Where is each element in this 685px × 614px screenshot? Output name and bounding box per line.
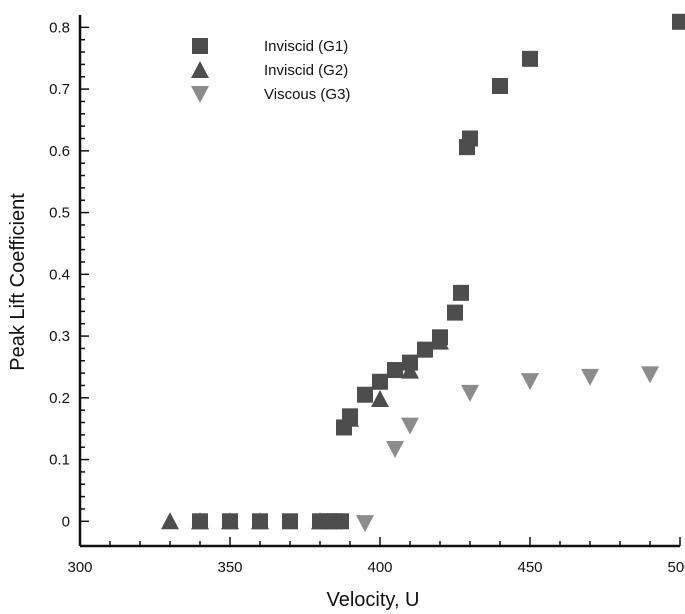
x-tick-label: 350 <box>217 559 242 576</box>
data-point <box>581 368 599 386</box>
data-point <box>417 341 433 358</box>
data-point <box>371 390 389 408</box>
axes: 300 350 400 450 500 0 0.1 0.2 0.3 0.4 0.5 0.6 0.7 0.8 <box>49 15 685 576</box>
data-point <box>522 50 538 67</box>
series-0 <box>192 13 685 530</box>
x-tick-label: 450 <box>517 559 542 576</box>
data-point <box>282 513 298 530</box>
data-point <box>521 373 539 391</box>
data-point <box>342 408 358 425</box>
data-point <box>492 78 508 95</box>
y-tick-label: 0.1 <box>49 452 70 469</box>
y-tick-label: 0.7 <box>49 81 70 98</box>
data-point <box>432 329 448 346</box>
data-point <box>252 513 268 530</box>
y-tick-label: 0.2 <box>49 390 70 407</box>
data-point <box>462 130 478 147</box>
legend-marker <box>191 61 209 78</box>
data-point <box>356 515 374 533</box>
data-point <box>402 354 418 371</box>
data-point <box>641 366 659 384</box>
data-point <box>192 513 208 530</box>
y-tick-label: 0.3 <box>49 328 70 345</box>
x-tick-label: 500 <box>667 559 685 576</box>
data-point <box>386 441 404 459</box>
data-point <box>372 373 388 390</box>
legend-marker <box>192 38 208 54</box>
x-tick-label: 300 <box>67 559 92 576</box>
x-axis-label: Velocity, U <box>327 589 420 611</box>
y-tick-label: 0.5 <box>49 205 70 222</box>
y-tick-label: 0.4 <box>49 266 70 283</box>
data-marks <box>161 13 685 533</box>
data-point <box>672 13 685 30</box>
y-axis-label: Peak Lift Coefficient <box>7 193 29 371</box>
data-point <box>222 513 238 530</box>
x-tick-label: 400 <box>367 559 392 576</box>
data-point <box>461 384 479 402</box>
data-point <box>387 362 403 379</box>
y-tick-label: 0 <box>62 513 70 530</box>
data-point <box>447 304 463 321</box>
data-point <box>401 417 419 435</box>
data-point <box>161 512 179 530</box>
y-tick-label: 0.8 <box>49 19 70 36</box>
y-tick-label: 0.6 <box>49 143 70 160</box>
legend-label: Inviscid (G1) <box>264 38 348 55</box>
legend-marker <box>191 86 209 103</box>
data-point <box>333 513 349 530</box>
series-2 <box>356 366 659 533</box>
legend: Inviscid (G1) Inviscid (G2) Viscous (G3) <box>191 38 350 103</box>
data-point <box>357 386 373 403</box>
legend-label: Viscous (G3) <box>264 86 350 103</box>
legend-label: Inviscid (G2) <box>264 62 348 79</box>
data-point <box>453 284 469 301</box>
